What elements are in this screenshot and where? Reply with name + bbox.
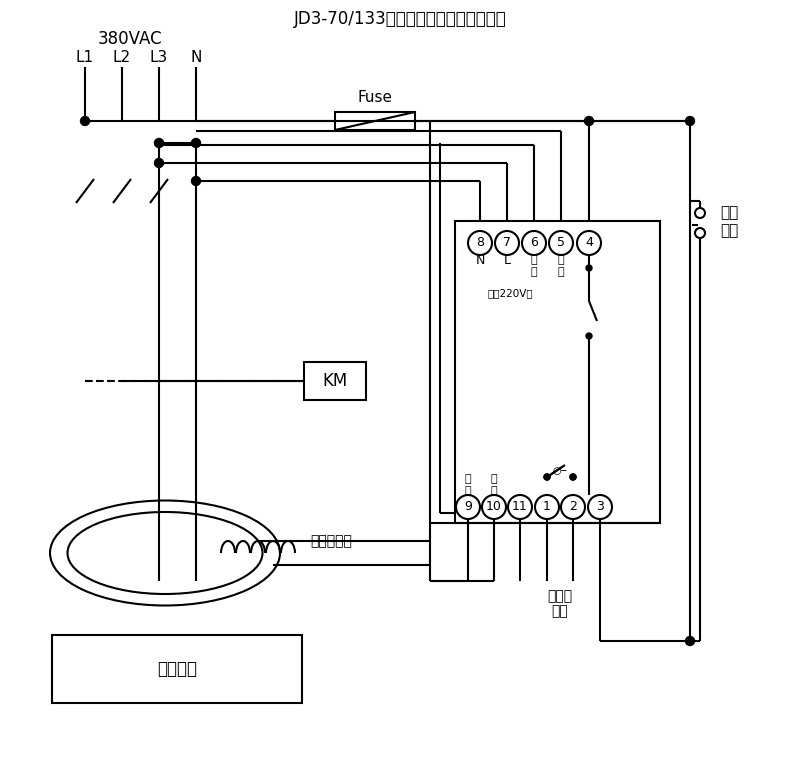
Text: 1: 1 xyxy=(543,501,551,513)
Text: 试: 试 xyxy=(530,255,538,265)
Bar xyxy=(304,362,366,400)
Text: N: N xyxy=(475,254,485,266)
Text: L2: L2 xyxy=(113,49,131,65)
Text: 号: 号 xyxy=(490,486,498,496)
Text: JD3-70/133漏电继电器典型应用接线图: JD3-70/133漏电继电器典型应用接线图 xyxy=(294,10,506,28)
Text: 3: 3 xyxy=(596,501,604,513)
Text: 用户设备: 用户设备 xyxy=(157,660,197,678)
Circle shape xyxy=(686,116,694,126)
Circle shape xyxy=(570,474,576,480)
Text: 9: 9 xyxy=(464,501,472,513)
Circle shape xyxy=(81,116,90,126)
Text: 10: 10 xyxy=(486,501,502,513)
Circle shape xyxy=(686,637,694,646)
Text: 零序互感器: 零序互感器 xyxy=(310,534,352,548)
Circle shape xyxy=(586,265,592,271)
Text: L1: L1 xyxy=(76,49,94,65)
Circle shape xyxy=(154,138,163,148)
Text: L: L xyxy=(503,254,510,266)
Text: 试: 试 xyxy=(558,255,564,265)
Circle shape xyxy=(544,474,550,480)
Text: 接声光: 接声光 xyxy=(547,589,573,603)
Text: 开关: 开关 xyxy=(720,223,738,238)
Circle shape xyxy=(154,159,163,167)
Circle shape xyxy=(191,177,201,186)
Text: 2: 2 xyxy=(569,501,577,513)
Text: 5: 5 xyxy=(557,237,565,249)
Bar xyxy=(455,221,660,523)
Text: 验: 验 xyxy=(558,267,564,277)
Text: 6: 6 xyxy=(530,237,538,249)
Text: 380VAC: 380VAC xyxy=(98,30,162,48)
Text: 4: 4 xyxy=(585,237,593,249)
Circle shape xyxy=(586,333,592,339)
Circle shape xyxy=(585,116,594,126)
Text: 验: 验 xyxy=(530,267,538,277)
Text: 报警: 报警 xyxy=(552,604,568,618)
Text: L3: L3 xyxy=(150,49,168,65)
Text: 自锁: 自锁 xyxy=(720,205,738,220)
Text: 信: 信 xyxy=(490,474,498,484)
Text: KM: KM xyxy=(322,372,348,390)
Text: 号: 号 xyxy=(465,486,471,496)
Bar xyxy=(335,112,415,130)
Circle shape xyxy=(570,474,576,480)
Text: N: N xyxy=(190,49,202,65)
Text: 7: 7 xyxy=(503,237,511,249)
Text: 8: 8 xyxy=(476,237,484,249)
Circle shape xyxy=(191,138,201,148)
Text: Fuse: Fuse xyxy=(358,90,393,105)
Text: ○─: ○─ xyxy=(553,466,567,476)
Circle shape xyxy=(544,474,550,480)
Text: 电源220V～: 电源220V～ xyxy=(488,288,534,298)
Text: 11: 11 xyxy=(512,501,528,513)
Text: 信: 信 xyxy=(465,474,471,484)
Bar xyxy=(52,635,302,703)
